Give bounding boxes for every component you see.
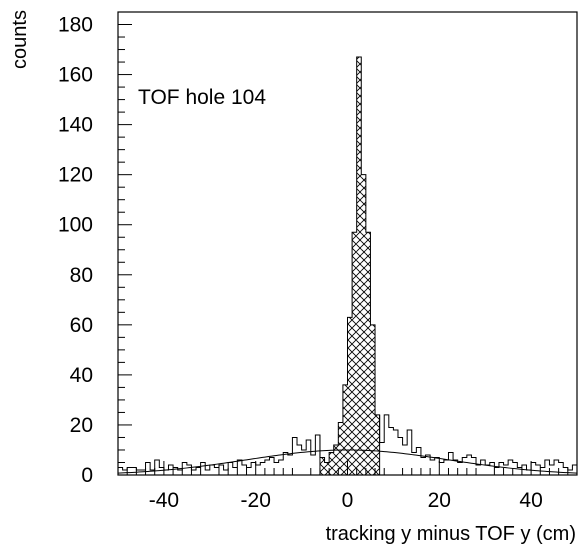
- y-axis-title: counts: [9, 10, 31, 69]
- fit-curve: [117, 449, 578, 474]
- x-tick-label: 0: [342, 489, 354, 512]
- y-tick-label: 160: [58, 64, 93, 87]
- chart-annotation: TOF hole 104: [138, 86, 266, 109]
- x-tick-label: -20: [241, 489, 271, 512]
- histogram-bin-hatched: [338, 422, 343, 475]
- x-tick-label: -40: [149, 489, 179, 512]
- histogram-bin-hatched: [324, 462, 330, 475]
- y-tick-label: 20: [70, 414, 93, 437]
- y-tick-label: 80: [70, 264, 93, 287]
- x-tick-label: 40: [519, 489, 542, 512]
- y-tick-label: 140: [58, 114, 93, 137]
- histogram-bin-hatched: [375, 414, 380, 475]
- histogram-bin-hatched: [370, 324, 376, 475]
- y-tick-label: 180: [58, 14, 93, 37]
- histogram-bin-hatched: [361, 174, 366, 476]
- histogram-bin-hatched: [342, 384, 348, 475]
- histogram-bin-hatched: [319, 457, 325, 475]
- x-axis-title: tracking y minus TOF y (cm): [326, 523, 576, 545]
- histogram-bin-hatched: [329, 452, 334, 475]
- histogram-outline: [117, 56, 578, 475]
- y-tick-label: 40: [70, 364, 93, 387]
- plot-area: 0 20 40 60 80 100 120 140 160 180 -40 -20 0 20 40: [58, 11, 578, 512]
- histogram-bin-hatched: [347, 317, 353, 475]
- histogram-bin-hatched: [333, 444, 339, 475]
- x-tick-label: 20: [428, 489, 451, 512]
- histogram-bin-hatched: [356, 57, 362, 476]
- y-tick-label: 100: [58, 214, 93, 237]
- y-tick-label: 120: [58, 164, 93, 187]
- histogram-bin-hatched: [352, 232, 357, 475]
- histogram-bin-hatched: [365, 232, 371, 475]
- y-tick-label: 60: [70, 314, 93, 337]
- y-tick-label: 0: [81, 464, 93, 487]
